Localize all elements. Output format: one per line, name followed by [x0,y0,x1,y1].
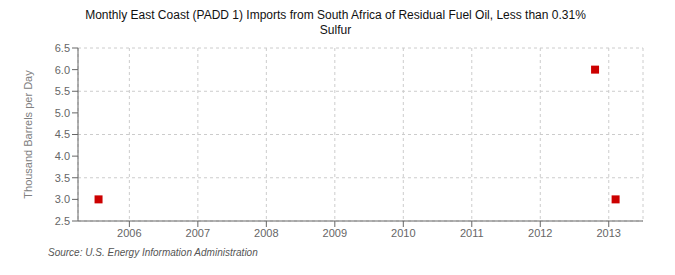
svg-text:2008: 2008 [254,227,278,239]
svg-text:5.0: 5.0 [55,107,70,119]
svg-text:2007: 2007 [186,227,210,239]
svg-text:3.5: 3.5 [55,172,70,184]
svg-text:3.0: 3.0 [55,193,70,205]
svg-text:2009: 2009 [323,227,347,239]
svg-text:4.5: 4.5 [55,128,70,140]
svg-text:6.0: 6.0 [55,64,70,76]
svg-text:4.0: 4.0 [55,150,70,162]
svg-text:2012: 2012 [528,227,552,239]
svg-text:2.5: 2.5 [55,215,70,227]
svg-text:2010: 2010 [391,227,415,239]
svg-text:2011: 2011 [460,227,484,239]
html-text:Monthly East Coast (PADD 1) Im: Monthly East Coast (PADD 1) Imports from… [85,8,586,22]
svg-text:5.5: 5.5 [55,85,70,97]
svg-text:2006: 2006 [117,227,141,239]
svg-text:2013: 2013 [597,227,621,239]
svg-text:6.5: 6.5 [55,42,70,54]
svg-text:Thousand Barrels per Day: Thousand Barrels per Day [22,70,34,199]
html-text:Sulfur: Sulfur [319,23,352,37]
html-text:Source: U.S. Energy Informatio: Source: U.S. Energy Information Administ… [48,247,258,258]
